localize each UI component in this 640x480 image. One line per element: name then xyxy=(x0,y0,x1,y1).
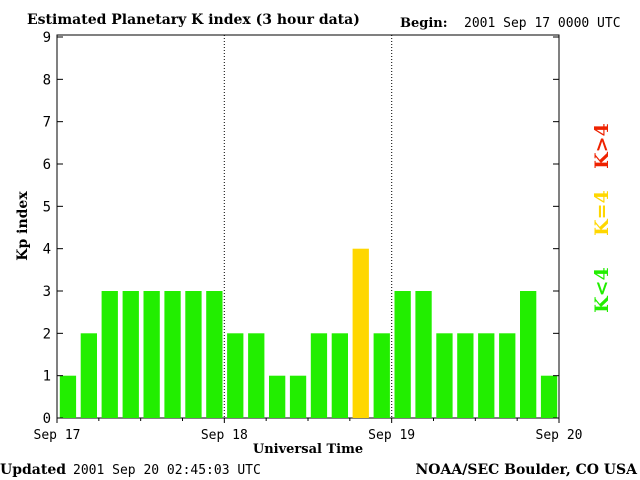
kp-bar xyxy=(540,375,558,418)
y-tick-label: 8 xyxy=(43,72,51,88)
chart-title: Estimated Planetary K index (3 hour data… xyxy=(27,12,360,28)
kp-bar xyxy=(164,291,181,418)
x-tick-label: Sep 20 xyxy=(536,428,583,443)
kp-bar xyxy=(457,333,474,418)
kp-bar xyxy=(520,291,537,418)
begin-label: Begin: xyxy=(400,16,448,31)
kp-bar xyxy=(499,333,516,418)
y-axis-title: Kp index xyxy=(15,191,31,261)
y-tick-label: 7 xyxy=(43,115,51,131)
kp-bar xyxy=(206,291,223,418)
begin-value: 2001 Sep 17 0000 UTC xyxy=(464,16,621,31)
y-tick-label: 1 xyxy=(43,369,51,385)
updated-label: Updated xyxy=(0,462,66,478)
x-tick-label: Sep 18 xyxy=(201,428,248,443)
x-tick-label: Sep 19 xyxy=(368,428,415,443)
kp-bar xyxy=(122,291,139,418)
kp-bar xyxy=(373,333,390,418)
kp-bar xyxy=(101,291,118,418)
y-tick-label: 0 xyxy=(43,411,51,427)
legend-low: K<4 xyxy=(591,267,613,313)
legend-high: K>4 xyxy=(591,123,613,169)
kp-bar xyxy=(478,333,495,418)
kp-bar xyxy=(310,333,328,418)
kp-bar xyxy=(227,333,244,418)
y-tick-label: 4 xyxy=(43,242,51,258)
x-axis: Sep 17 Sep 18 Sep 19 Sep 20 xyxy=(34,418,583,443)
kp-bar xyxy=(143,291,160,418)
y-tick-label: 2 xyxy=(43,326,51,342)
source-credit: NOAA/SEC Boulder, CO USA xyxy=(416,462,639,478)
kp-bar xyxy=(185,291,202,418)
kp-bar xyxy=(59,375,77,418)
y-tick-label: 9 xyxy=(43,30,51,46)
y-tick-label: 6 xyxy=(43,157,51,173)
kp-bar xyxy=(415,291,432,418)
x-axis-title: Universal Time xyxy=(253,442,363,457)
kp-bar xyxy=(331,333,348,418)
updated-value: 2001 Sep 20 02:45:03 UTC xyxy=(73,463,261,478)
kp-bar xyxy=(248,333,265,418)
x-tick-label: Sep 17 xyxy=(34,428,81,443)
kp-bar xyxy=(80,333,97,418)
y-tick-label: 3 xyxy=(43,284,51,300)
kp-bar xyxy=(289,375,307,418)
kp-bar xyxy=(394,291,411,418)
kp-bar xyxy=(436,333,453,418)
y-axis: 0 1 2 3 4 5 6 7 8 9 xyxy=(43,30,559,427)
kp-bar xyxy=(269,375,286,418)
legend-mid: K=4 xyxy=(591,190,613,236)
y-tick-label: 5 xyxy=(43,199,51,215)
kp-bar xyxy=(352,248,369,418)
bars-group xyxy=(59,248,558,418)
